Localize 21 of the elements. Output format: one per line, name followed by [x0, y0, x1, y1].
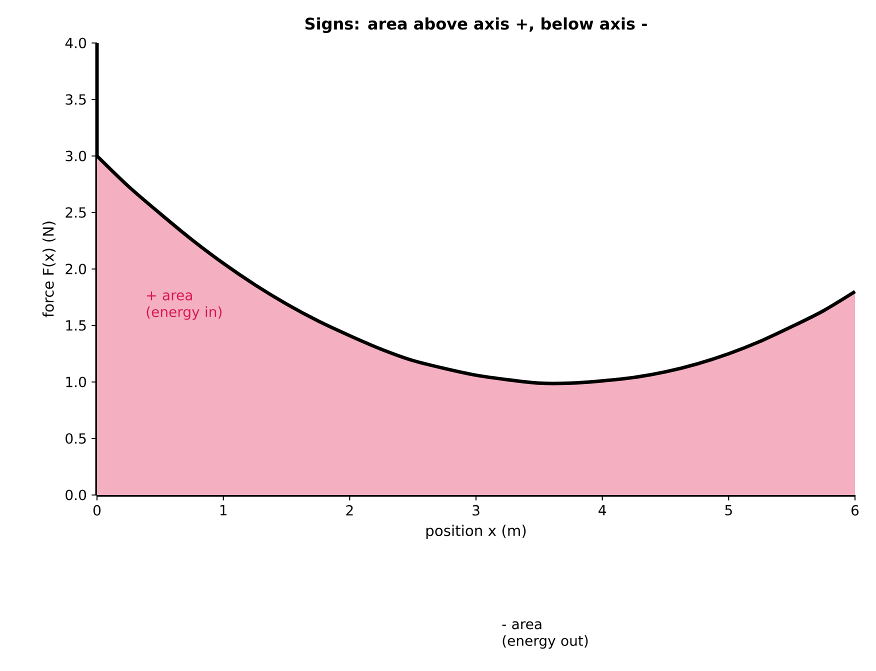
y-axis-title: force F(x) (N): [42, 222, 56, 318]
y-tick-label: 2.0: [66, 264, 86, 274]
text: - area (energy out): [502, 621, 588, 649]
y-tick-label: 1.5: [66, 320, 86, 331]
y-tick-label: 1.0: [66, 376, 86, 388]
chart-title: Signs: area above axis +, below axis -: [305, 17, 647, 33]
y-tick-label: 4.0: [65, 38, 86, 48]
x-tick-label: 0: [93, 505, 101, 516]
x-tick-label: 1: [220, 505, 226, 516]
x-tick-label: 6: [852, 505, 859, 516]
annotation: + area (energy in): [146, 291, 222, 320]
y-tick-label: 3.0: [66, 150, 86, 162]
x-tick-label: 4: [598, 505, 606, 516]
x-tick-label: 2: [346, 505, 353, 516]
x-axis-title: position x (m): [426, 524, 526, 539]
x-tick-label: 3: [472, 505, 480, 516]
y-tick-label: 3.5: [66, 94, 86, 105]
y-tick-label: 2.5: [66, 207, 86, 218]
x-tick-label: 5: [725, 505, 732, 516]
y-tick-label: 0.5: [66, 433, 86, 444]
y-tick-label: 0.0: [66, 490, 86, 500]
